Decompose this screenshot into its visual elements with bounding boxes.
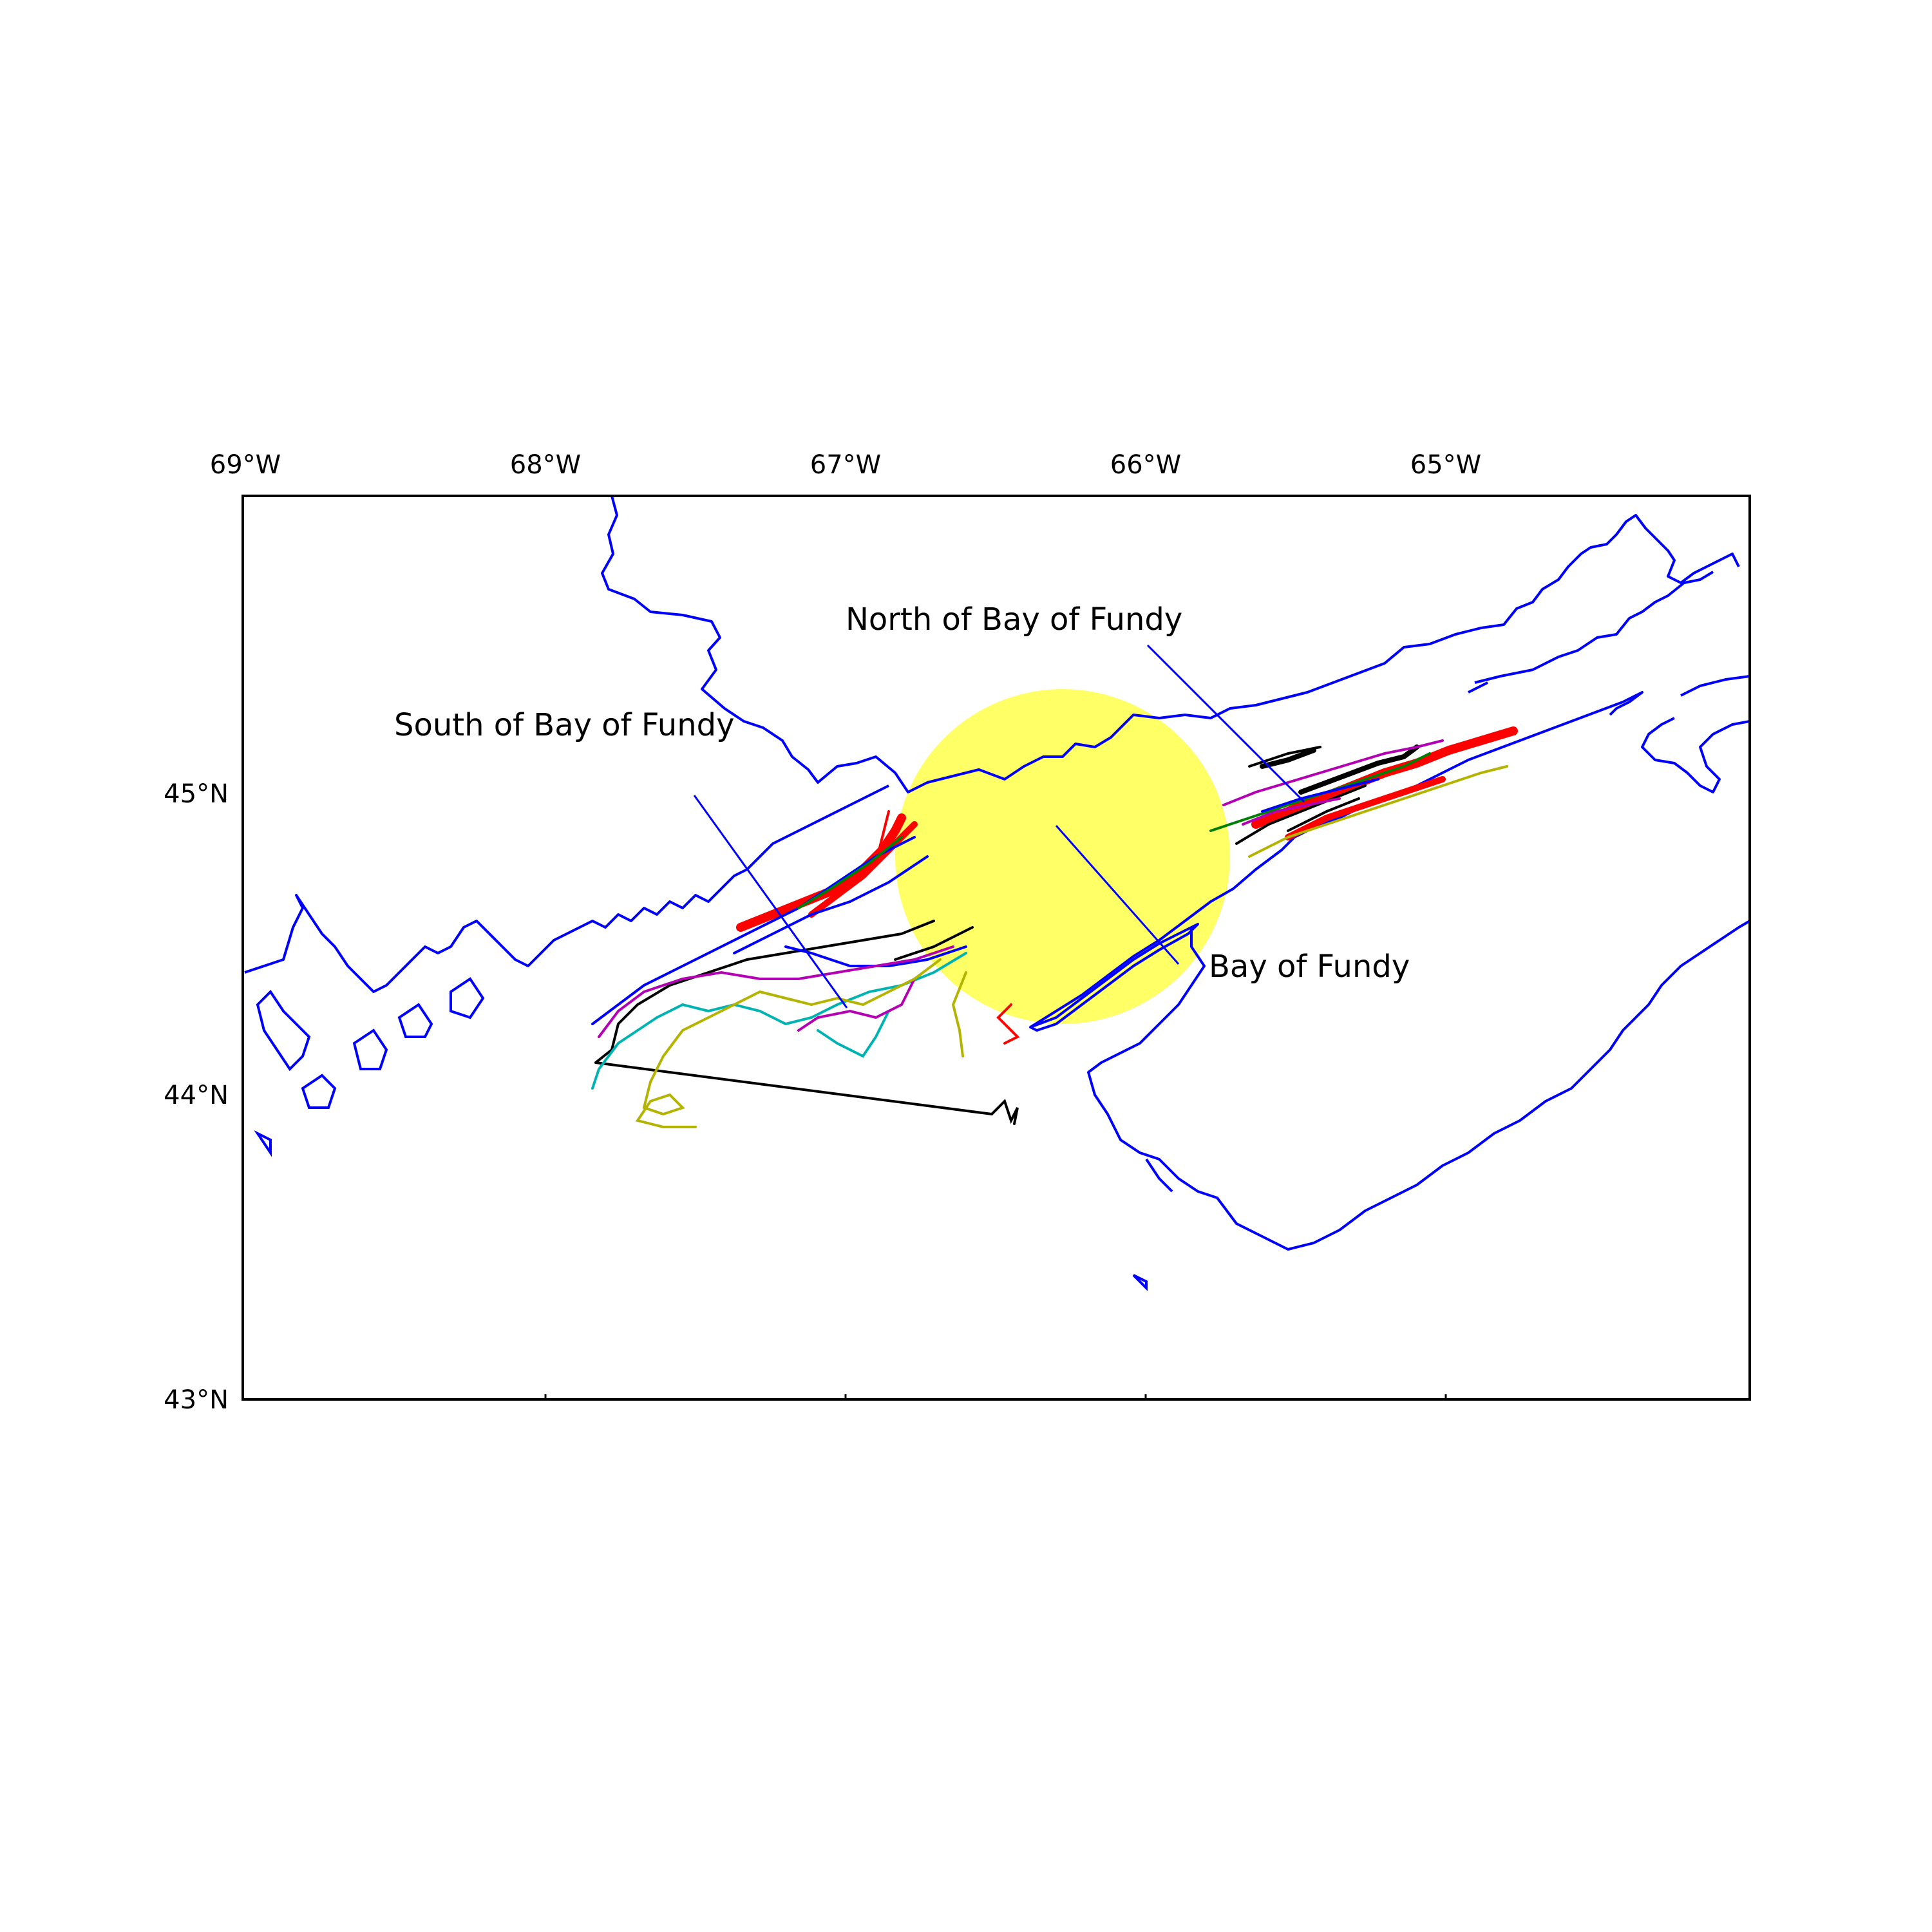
bay-of-fundy-highlight <box>895 689 1230 1024</box>
latitude-ticks: 45°N 44°N 43°N <box>164 779 229 1415</box>
lat-tick-label: 44°N <box>164 1081 229 1110</box>
digby-neck-coastline <box>1029 923 1199 1032</box>
maine-ragged-coast <box>244 784 889 993</box>
lat-tick-label: 45°N <box>164 779 229 809</box>
maine-islands <box>254 977 1173 1291</box>
lon-tick-label: 68°W <box>510 450 581 480</box>
map-border <box>242 495 1751 1401</box>
mainland-coastline <box>601 496 1740 793</box>
lon-tick-label: 67°W <box>810 450 881 480</box>
longitude-ticks: 69°W 68°W 67°W 66°W 65°W <box>210 450 1481 1399</box>
south-region-label: South of Bay of Fundy <box>394 707 735 743</box>
lon-tick-label: 65°W <box>1410 450 1481 480</box>
northeast-coastline <box>1641 675 1750 793</box>
upper-bay-coastline <box>1468 571 1714 694</box>
bay-region-label: Bay of Fundy <box>1209 949 1410 985</box>
lat-tick-label: 43°N <box>164 1385 229 1415</box>
south-label-leader <box>693 795 848 1009</box>
north-region-label: North of Bay of Fundy <box>846 601 1182 638</box>
north-tracks <box>1209 726 1518 858</box>
north-label-leader <box>1146 644 1305 803</box>
lon-tick-label: 69°W <box>210 450 281 480</box>
bay-label-leader <box>1055 825 1180 965</box>
lon-tick-label: 66°W <box>1110 450 1181 480</box>
